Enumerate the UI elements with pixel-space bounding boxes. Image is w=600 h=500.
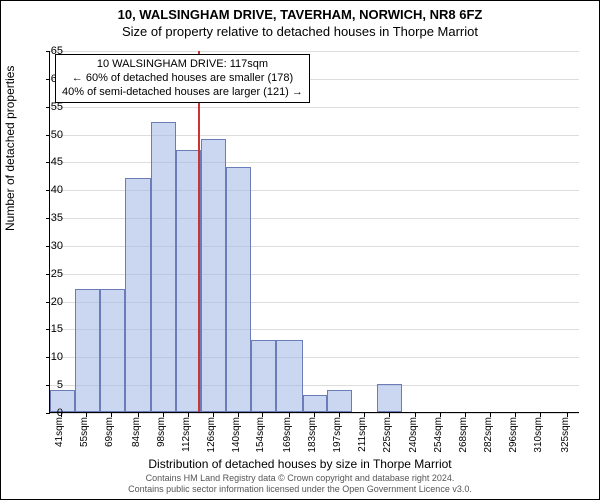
plot-area-wrap: [49, 51, 579, 413]
grid-line: [50, 135, 579, 136]
annotation-line2: ← 60% of detached houses are smaller (17…: [62, 72, 303, 86]
x-tick-label: 282sqm: [483, 417, 497, 453]
x-tick-label: 197sqm: [332, 417, 346, 453]
annotation-line1: 10 WALSINGHAM DRIVE: 117sqm: [62, 58, 303, 72]
grid-line: [50, 107, 579, 108]
x-tick-label: 98sqm: [156, 417, 170, 447]
marker-line: [198, 51, 200, 412]
plot-area: [49, 51, 579, 413]
histogram-bar: [201, 139, 226, 412]
histogram-bar: [276, 340, 303, 412]
x-tick-label: 55sqm: [79, 417, 93, 447]
annotation-box: 10 WALSINGHAM DRIVE: 117sqm ← 60% of det…: [55, 54, 310, 103]
x-axis-label: Distribution of detached houses by size …: [1, 457, 599, 471]
histogram-bar: [226, 167, 251, 412]
y-tick-label: 30: [23, 240, 63, 252]
x-tick-label: 211sqm: [357, 417, 371, 452]
y-tick-label: 40: [23, 184, 63, 196]
x-tick-label: 41sqm: [54, 417, 68, 447]
x-tick-label: 126sqm: [206, 417, 220, 453]
y-tick-label: 50: [23, 129, 63, 141]
x-tick-label: 112sqm: [181, 417, 195, 452]
x-tick-label: 69sqm: [104, 417, 118, 447]
annotation-line3: 40% of semi-detached houses are larger (…: [62, 86, 303, 100]
x-tick-label: 183sqm: [307, 417, 321, 453]
histogram-bar: [125, 178, 152, 412]
x-tick-label: 310sqm: [533, 417, 547, 453]
x-tick-label: 84sqm: [131, 417, 145, 447]
chart-subtitle: Size of property relative to detached ho…: [1, 22, 599, 39]
x-tick-label: 268sqm: [458, 417, 472, 453]
histogram-bar: [251, 340, 276, 412]
x-tick-label: 240sqm: [408, 417, 422, 453]
y-tick-label: 10: [23, 351, 63, 363]
chart-container: 10, WALSINGHAM DRIVE, TAVERHAM, NORWICH,…: [0, 0, 600, 500]
histogram-bar: [75, 289, 100, 412]
histogram-bar: [100, 289, 125, 412]
footer-line2: Contains public sector information licen…: [1, 484, 599, 495]
y-tick-label: 25: [23, 268, 63, 280]
chart-title-address: 10, WALSINGHAM DRIVE, TAVERHAM, NORWICH,…: [1, 1, 599, 22]
x-tick-label: 140sqm: [231, 417, 245, 453]
y-axis-label: Number of detached properties: [3, 66, 17, 231]
footer-line1: Contains HM Land Registry data © Crown c…: [1, 473, 599, 484]
y-tick-label: 45: [23, 156, 63, 168]
x-tick-label: 169sqm: [282, 417, 296, 453]
y-tick-label: 35: [23, 212, 63, 224]
y-tick-label: 5: [23, 379, 63, 391]
histogram-bar: [151, 122, 176, 412]
x-tick-label: 325sqm: [560, 417, 574, 453]
x-tick-label: 254sqm: [433, 417, 447, 453]
grid-line: [50, 162, 579, 163]
y-tick-label: 0: [23, 407, 63, 419]
x-tick-label: 296sqm: [508, 417, 522, 453]
grid-line: [50, 51, 579, 52]
histogram-bar: [327, 390, 352, 412]
y-tick-label: 15: [23, 323, 63, 335]
y-tick-label: 20: [23, 296, 63, 308]
histogram-bar: [303, 395, 328, 412]
footer-attribution: Contains HM Land Registry data © Crown c…: [1, 473, 599, 495]
x-tick-label: 225sqm: [382, 417, 396, 453]
histogram-bar: [377, 384, 402, 412]
x-tick-label: 154sqm: [255, 417, 269, 453]
